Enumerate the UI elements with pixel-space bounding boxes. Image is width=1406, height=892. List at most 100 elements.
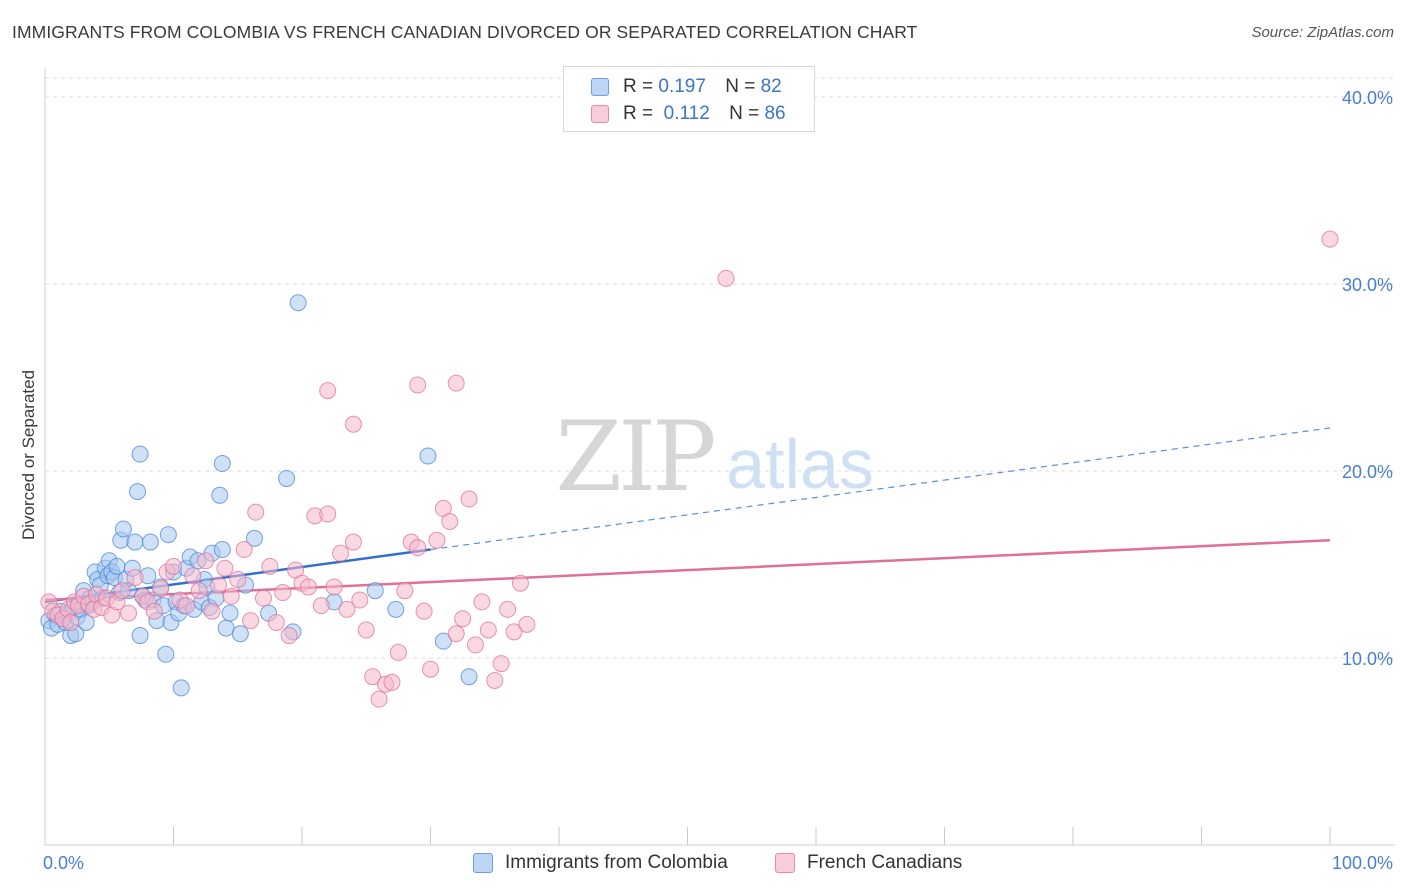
point-colombia xyxy=(231,625,249,643)
point-french-canadian xyxy=(473,593,491,611)
point-french-canadian xyxy=(267,613,285,631)
legend-n-label: N = xyxy=(729,103,760,124)
point-french-canadian xyxy=(203,602,221,620)
trend-line-french-canadians xyxy=(44,538,1331,602)
legend-label-colombia: Immigrants from Colombia xyxy=(505,852,728,873)
legend-swatch-french-canadians xyxy=(775,853,795,873)
point-french-canadian xyxy=(242,612,260,630)
point-french-canadian xyxy=(409,376,427,394)
point-colombia xyxy=(172,679,190,697)
legend-swatch-colombia xyxy=(473,853,493,873)
legend-r-value: 0.197 xyxy=(658,76,706,97)
point-colombia xyxy=(211,486,229,504)
point-french-canadian xyxy=(319,505,337,523)
point-french-canadian xyxy=(415,602,433,620)
point-colombia xyxy=(131,445,149,463)
point-french-canadian xyxy=(325,578,343,596)
point-colombia xyxy=(157,645,175,663)
point-french-canadian xyxy=(152,580,170,598)
point-french-canadian xyxy=(447,625,465,643)
legend-swatch-french-canadians xyxy=(591,105,609,123)
point-french-canadian xyxy=(197,552,215,570)
point-french-canadian xyxy=(274,584,292,602)
point-french-canadian xyxy=(505,623,523,641)
y-tick-label: 40.0% xyxy=(1342,88,1393,108)
point-french-canadian xyxy=(235,541,253,559)
point-colombia xyxy=(419,447,437,465)
point-french-canadian xyxy=(357,621,375,639)
legend-item-french-canadians: French Canadians xyxy=(775,852,962,874)
point-colombia xyxy=(221,604,239,622)
legend-n-value: 86 xyxy=(764,103,786,124)
point-french-canadian xyxy=(396,582,414,600)
point-french-canadian xyxy=(409,539,427,557)
legend-row-colombia: R = 0.197 N = 82 xyxy=(564,73,782,101)
axes xyxy=(44,68,1395,846)
correlation-legend: R = 0.197 N = 82 R = 0.112 N = 86 xyxy=(563,66,815,132)
legend-n-value: 82 xyxy=(760,76,782,97)
point-french-canadian xyxy=(344,415,362,433)
point-colombia xyxy=(131,627,149,645)
point-french-canadian xyxy=(364,668,382,686)
point-french-canadian xyxy=(312,597,330,615)
point-french-canadian xyxy=(479,621,497,639)
point-french-canadian xyxy=(261,557,279,575)
point-french-canadian xyxy=(247,503,265,521)
watermark-atlas: atlas xyxy=(726,425,874,503)
point-french-canadian xyxy=(62,613,80,631)
point-french-canadian xyxy=(145,602,163,620)
point-french-canadian xyxy=(511,574,529,592)
point-french-canadian xyxy=(254,589,272,607)
point-french-canadian xyxy=(454,610,472,628)
point-colombia xyxy=(213,541,231,559)
legend-r-value: 0.112 xyxy=(663,103,710,124)
point-french-canadian xyxy=(165,557,182,575)
x-tick-label-max: 100.0% xyxy=(1332,853,1393,873)
point-colombia xyxy=(366,582,384,600)
point-colombia xyxy=(126,533,144,551)
point-french-canadian xyxy=(126,569,144,587)
point-french-canadian xyxy=(338,600,356,618)
point-french-canadian xyxy=(518,615,536,633)
trend-line-colombia-extension xyxy=(430,427,1331,551)
point-french-canadian xyxy=(222,587,240,605)
point-french-canadian xyxy=(184,567,202,585)
point-french-canadian xyxy=(344,533,362,551)
point-french-canadian xyxy=(383,673,401,691)
point-french-canadian xyxy=(717,269,735,287)
point-french-canadian xyxy=(428,531,446,549)
series-legend: Immigrants from Colombia French Canadian… xyxy=(0,852,1406,878)
point-colombia xyxy=(213,455,231,473)
point-french-canadian xyxy=(332,544,350,562)
point-colombia xyxy=(217,619,235,637)
point-french-canadian xyxy=(486,671,504,689)
point-french-canadian xyxy=(466,636,484,654)
legend-r-label: R = xyxy=(623,76,654,97)
y-axis-label: Divorced or Separated xyxy=(19,370,38,540)
legend-swatch-colombia xyxy=(591,78,609,96)
watermark: ZIP atlas xyxy=(555,401,874,513)
legend-label-french-canadians: French Canadians xyxy=(807,852,963,873)
point-colombia xyxy=(278,469,296,487)
point-french-canadian xyxy=(177,597,195,615)
point-french-canadian xyxy=(441,512,459,530)
tick-labels: 10.0% 20.0% 30.0% 40.0% 0.0% 100.0% xyxy=(43,88,1393,873)
point-french-canadian xyxy=(120,604,138,622)
point-french-canadian xyxy=(492,655,510,673)
point-french-canadian xyxy=(370,690,388,708)
watermark-zip: ZIP xyxy=(555,401,714,513)
point-french-canadian xyxy=(216,559,234,577)
y-tick-label: 30.0% xyxy=(1342,275,1393,295)
point-french-canadian xyxy=(209,576,227,594)
legend-row-french-canadians: R = 0.112 N = 86 xyxy=(564,100,786,128)
point-colombia xyxy=(114,520,132,538)
legend-item-colombia: Immigrants from Colombia xyxy=(473,852,728,874)
point-french-canadian xyxy=(190,582,208,600)
point-french-canadian xyxy=(499,600,517,618)
source-label: Source: ZipAtlas.com xyxy=(1251,24,1394,41)
point-colombia xyxy=(129,483,147,501)
point-french-canadian xyxy=(229,570,247,588)
point-colombia xyxy=(141,533,159,551)
point-colombia xyxy=(245,529,263,547)
